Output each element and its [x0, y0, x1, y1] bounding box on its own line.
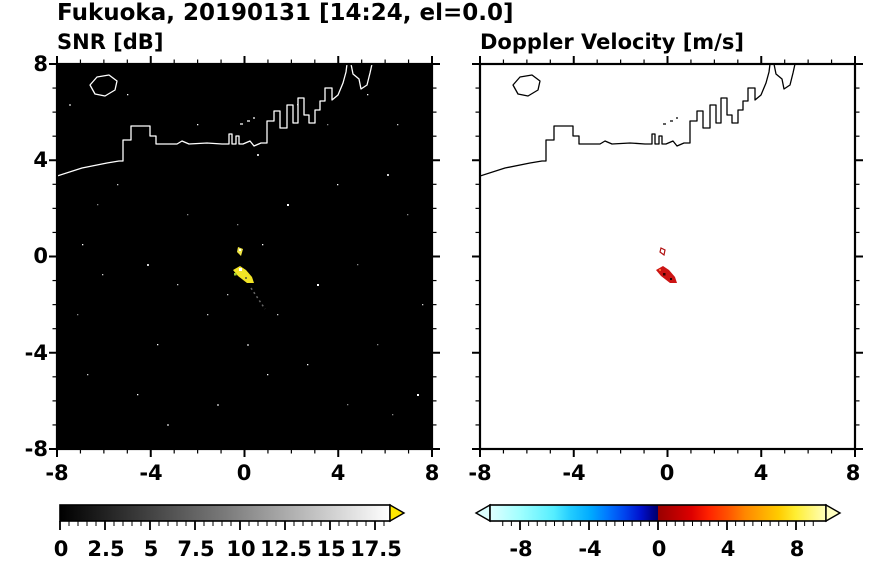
- snr-plot: [49, 56, 440, 457]
- snr-xtick-label: 8: [424, 461, 440, 485]
- snr-colorbar-ticks: [59, 521, 385, 530]
- doppler-xtick-label: 4: [753, 461, 769, 485]
- doppler-colorbar: [474, 503, 842, 530]
- snr-ytick-label: -8: [24, 437, 48, 461]
- doppler-cb-label: -8: [509, 537, 533, 561]
- snr-cb-label: 7.5: [177, 537, 215, 561]
- snr-cb-label: 10: [226, 537, 256, 561]
- snr-panel-title: SNR [dB]: [57, 30, 164, 54]
- doppler-cb-label: 4: [720, 537, 736, 561]
- doppler-panel-title: Doppler Velocity [m/s]: [480, 30, 744, 54]
- snr-xtick-label: 0: [236, 461, 252, 485]
- doppler-xtick-label: -8: [468, 461, 492, 485]
- doppler-cb-label: 0: [651, 537, 667, 561]
- snr-cb-label: 15: [316, 537, 346, 561]
- snr-colorbar-bar: [59, 504, 391, 522]
- doppler-colorbar-bar: [489, 504, 827, 522]
- coastline: [57, 64, 373, 177]
- snr-echo: [233, 247, 266, 310]
- snr-ytick-label: 8: [33, 52, 48, 76]
- doppler-colorbar-under-arrow: [474, 503, 491, 523]
- snr-ytick-label: 4: [33, 148, 48, 172]
- doppler-axis-ticks: [472, 56, 863, 457]
- figure-title: Fukuoka, 20190131 [14:24, el=0.0]: [57, 0, 514, 26]
- snr-xtick-label: -4: [139, 461, 163, 485]
- snr-xtick-label: -8: [45, 461, 69, 485]
- doppler-xtick-label: 8: [845, 461, 861, 485]
- snr-colorbar: [59, 503, 406, 530]
- doppler-plot-background: [480, 64, 855, 449]
- snr-colorbar-over-arrow: [389, 503, 406, 523]
- snr-cb-label: 0: [53, 537, 69, 561]
- snr-noise-speckle: [69, 94, 424, 426]
- coastline: [480, 64, 796, 177]
- snr-cb-label: 12.5: [260, 537, 312, 561]
- snr-cb-label: 17.5: [350, 537, 402, 561]
- snr-xtick-label: 4: [330, 461, 346, 485]
- doppler-echo: [656, 247, 677, 283]
- doppler-plot: [472, 56, 863, 457]
- snr-ytick-label: 0: [33, 244, 48, 268]
- snr-cb-label: 5: [143, 537, 159, 561]
- doppler-colorbar-over-arrow: [825, 503, 842, 523]
- doppler-xtick-label: 0: [659, 461, 675, 485]
- doppler-cb-label: -4: [578, 537, 602, 561]
- snr-axis-ticks: [49, 56, 440, 457]
- doppler-xtick-label: -4: [562, 461, 586, 485]
- snr-plot-background: [57, 64, 432, 449]
- doppler-cb-label: 8: [789, 537, 805, 561]
- doppler-colorbar-ticks: [502, 521, 814, 530]
- snr-cb-label: 2.5: [87, 537, 125, 561]
- snr-ytick-label: -4: [24, 341, 48, 365]
